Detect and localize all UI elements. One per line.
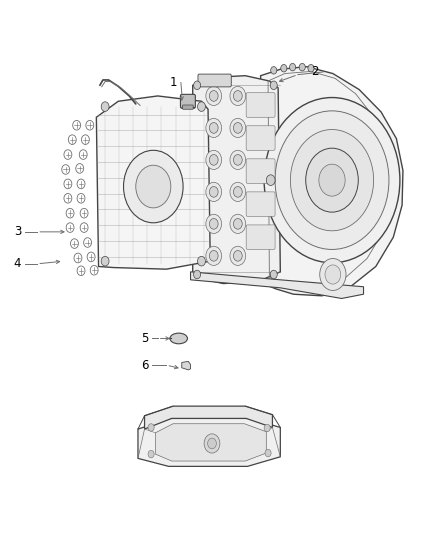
Circle shape [319, 164, 345, 196]
Circle shape [208, 438, 216, 449]
Circle shape [270, 81, 277, 90]
Circle shape [325, 265, 341, 284]
Circle shape [230, 150, 246, 169]
Circle shape [148, 450, 154, 458]
Circle shape [233, 251, 242, 261]
Circle shape [148, 424, 154, 431]
Text: 1: 1 [169, 76, 177, 89]
Circle shape [306, 148, 358, 212]
Circle shape [233, 91, 242, 101]
FancyBboxPatch shape [198, 74, 231, 87]
Text: 5: 5 [141, 332, 148, 345]
Circle shape [206, 86, 222, 106]
Circle shape [230, 182, 246, 201]
Circle shape [209, 91, 218, 101]
Circle shape [209, 251, 218, 261]
Circle shape [265, 449, 271, 457]
Circle shape [206, 150, 222, 169]
Circle shape [308, 64, 314, 72]
Polygon shape [155, 424, 266, 461]
Ellipse shape [170, 333, 187, 344]
FancyBboxPatch shape [246, 93, 275, 117]
Circle shape [206, 214, 222, 233]
Circle shape [198, 102, 205, 111]
Circle shape [233, 155, 242, 165]
Circle shape [233, 187, 242, 197]
Circle shape [290, 63, 296, 71]
Polygon shape [182, 361, 191, 370]
Circle shape [206, 118, 222, 138]
Circle shape [264, 98, 400, 263]
Circle shape [101, 102, 109, 111]
Circle shape [194, 81, 201, 90]
Circle shape [271, 67, 277, 74]
Text: 4: 4 [14, 257, 21, 270]
Circle shape [209, 155, 218, 165]
Circle shape [270, 270, 277, 279]
Circle shape [209, 123, 218, 133]
Circle shape [209, 219, 218, 229]
FancyBboxPatch shape [246, 192, 275, 216]
Polygon shape [261, 67, 403, 296]
Polygon shape [193, 76, 280, 284]
Text: 3: 3 [14, 225, 21, 238]
Circle shape [230, 86, 246, 106]
FancyBboxPatch shape [246, 126, 275, 150]
Text: 6: 6 [141, 359, 148, 372]
Polygon shape [191, 272, 364, 298]
Circle shape [233, 123, 242, 133]
Circle shape [299, 63, 305, 71]
Circle shape [230, 118, 246, 138]
Circle shape [206, 182, 222, 201]
Circle shape [124, 150, 183, 223]
Circle shape [320, 259, 346, 290]
FancyBboxPatch shape [246, 225, 275, 249]
Text: 2: 2 [311, 66, 319, 78]
Polygon shape [138, 418, 280, 466]
Circle shape [266, 175, 275, 185]
Polygon shape [96, 96, 210, 269]
Circle shape [290, 130, 374, 231]
Polygon shape [145, 406, 272, 429]
Circle shape [275, 111, 389, 249]
Circle shape [198, 256, 205, 266]
Circle shape [209, 187, 218, 197]
Circle shape [101, 256, 109, 266]
Circle shape [233, 219, 242, 229]
Circle shape [136, 165, 171, 208]
Circle shape [230, 246, 246, 265]
Circle shape [281, 64, 287, 72]
FancyBboxPatch shape [180, 94, 195, 108]
FancyBboxPatch shape [246, 159, 275, 183]
Circle shape [204, 434, 220, 453]
Circle shape [230, 214, 246, 233]
Circle shape [194, 270, 201, 279]
Circle shape [264, 424, 270, 432]
FancyBboxPatch shape [183, 105, 193, 109]
Circle shape [206, 246, 222, 265]
